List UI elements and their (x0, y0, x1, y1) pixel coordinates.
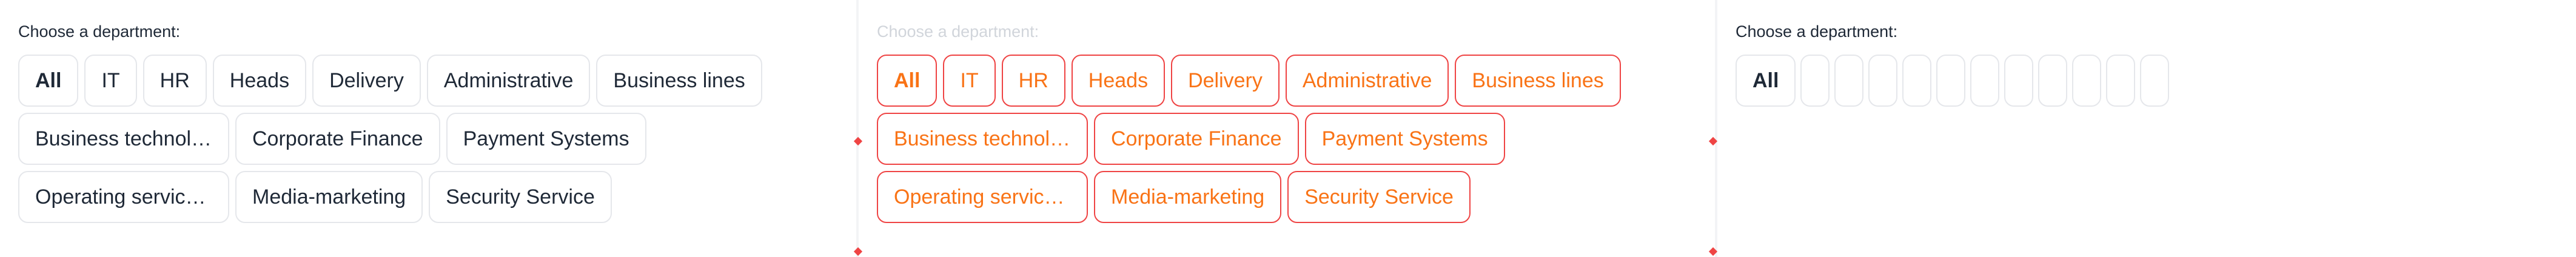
chip-hr[interactable]: HR (143, 55, 207, 107)
chip-all[interactable]: All (1736, 55, 1796, 107)
chip-media-marketing[interactable]: Media-marketing (235, 171, 423, 223)
chip-security-service[interactable]: Security Service (1287, 171, 1471, 223)
chip-hr[interactable]: HR (1001, 55, 1065, 107)
chip-placeholder (1834, 55, 1864, 107)
chip-business-lines[interactable]: Business lines (1455, 55, 1621, 107)
chip-placeholder (1902, 55, 1932, 107)
debug-marker (1708, 136, 1718, 146)
chip-placeholder (2004, 55, 2034, 107)
chip-placeholder (1936, 55, 1966, 107)
chip-all[interactable]: All (877, 55, 937, 107)
chip-heads[interactable]: Heads (1071, 55, 1166, 107)
chip-placeholder (1868, 55, 1898, 107)
chip-business-technology[interactable]: Business technolo... (18, 113, 229, 165)
chip-operating-service[interactable]: Operating service l... (877, 171, 1088, 223)
chip-placeholder (1970, 55, 2000, 107)
chip-placeholder (2072, 55, 2102, 107)
chip-delivery[interactable]: Delivery (312, 55, 421, 107)
chip-placeholder (2106, 55, 2136, 107)
chip-placeholder (1800, 55, 1830, 107)
chip-administrative[interactable]: Administrative (1285, 55, 1449, 107)
chip-all[interactable]: All (18, 55, 79, 107)
department-chip-list: All IT HR Heads Delivery Administrative … (18, 55, 807, 223)
department-heading: Choose a department: (18, 22, 181, 41)
chip-media-marketing[interactable]: Media-marketing (1094, 171, 1282, 223)
chip-placeholder (2140, 55, 2170, 107)
chip-delivery[interactable]: Delivery (1171, 55, 1280, 107)
department-chip-list: All IT HR Heads Delivery Administrative … (877, 55, 1665, 223)
chip-business-lines[interactable]: Business lines (596, 55, 762, 107)
chip-payment-systems[interactable]: Payment Systems (1304, 113, 1505, 165)
chip-operating-service[interactable]: Operating service l... (18, 171, 229, 223)
chip-administrative[interactable]: Administrative (426, 55, 591, 107)
chip-business-technology[interactable]: Business technolo... (877, 113, 1088, 165)
chip-placeholder (2038, 55, 2068, 107)
department-panel-loading: Choose a department: All (1717, 0, 2576, 257)
chip-heads[interactable]: Heads (212, 55, 307, 107)
chip-corporate-finance[interactable]: Corporate Finance (235, 113, 440, 165)
chip-it[interactable]: IT (84, 55, 137, 107)
chip-it[interactable]: IT (943, 55, 996, 107)
department-heading: Choose a department: (877, 22, 1039, 41)
chip-payment-systems[interactable]: Payment Systems (446, 113, 646, 165)
chip-security-service[interactable]: Security Service (429, 171, 612, 223)
chip-corporate-finance[interactable]: Corporate Finance (1094, 113, 1299, 165)
debug-marker (1708, 247, 1718, 256)
department-panel-normal: Choose a department: All IT HR Heads Del… (0, 0, 856, 257)
department-heading: Choose a department: (1736, 22, 1898, 41)
department-chip-list: All (1736, 55, 2524, 107)
department-panel-debug: Choose a department: All IT HR Heads Del… (853, 0, 1718, 257)
